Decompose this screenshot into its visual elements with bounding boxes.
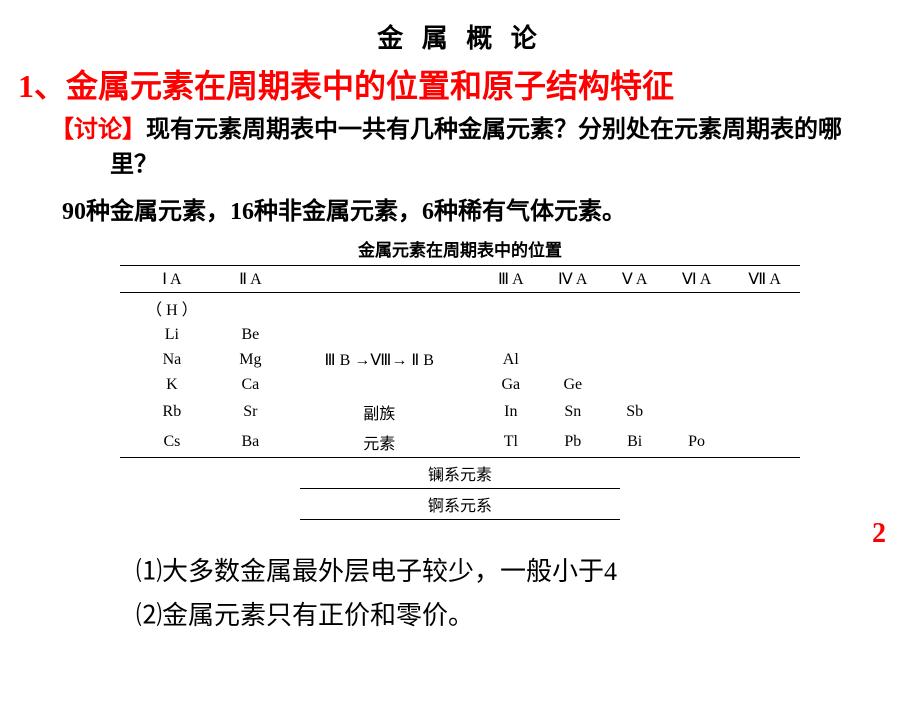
th: Ⅰ A — [120, 265, 224, 292]
table-row: Rb Sr 副族 In Sn Sb — [120, 397, 800, 427]
td: K — [120, 373, 224, 397]
td — [605, 373, 664, 397]
periodic-table-region: 金属元素在周期表中的位置 Ⅰ A Ⅱ A Ⅲ A Ⅳ A Ⅴ A Ⅵ A Ⅶ A… — [120, 236, 800, 520]
td: Tl — [481, 427, 540, 458]
td — [664, 347, 729, 373]
td — [605, 347, 664, 373]
section-heading: 1、金属元素在周期表中的位置和原子结构特征 — [18, 61, 902, 107]
td — [277, 373, 481, 397]
td: Sb — [605, 397, 664, 427]
periodic-table: Ⅰ A Ⅱ A Ⅲ A Ⅳ A Ⅴ A Ⅵ A Ⅶ A （ H ） Li Be — [120, 265, 800, 458]
td — [605, 323, 664, 347]
td: In — [481, 397, 540, 427]
answer-line: 90种金属元素，16种非金属元素，6种稀有气体元素。 — [62, 191, 870, 226]
page-title: 金 属 概 论 — [0, 18, 920, 55]
td: Be — [224, 323, 277, 347]
table-row: Li Be — [120, 323, 800, 347]
td: Bi — [605, 427, 664, 458]
td: Li — [120, 323, 224, 347]
td: Sr — [224, 397, 277, 427]
table-row: Cs Ba 元素 Tl Pb Bi Po — [120, 427, 800, 458]
td: Ga — [481, 373, 540, 397]
th: Ⅱ A — [224, 265, 277, 292]
td: 元素 — [277, 427, 481, 458]
th: Ⅳ A — [540, 265, 605, 292]
td — [729, 323, 800, 347]
discussion-label: 【讨论】 — [50, 117, 146, 143]
td: Cs — [120, 427, 224, 458]
td: （ H ） — [120, 292, 224, 323]
td — [664, 292, 729, 323]
footer-row: 镧系元素 — [300, 458, 620, 489]
td: Po — [664, 427, 729, 458]
table-row: K Ca Ga Ge — [120, 373, 800, 397]
discussion-block: 【讨论】现有元素周期表中一共有几种金属元素？分别处在元素周期表的哪里？ — [50, 113, 870, 183]
td — [729, 427, 800, 458]
td — [664, 397, 729, 427]
discussion-text: 现有元素周期表中一共有几种金属元素？分别处在元素周期表的哪里？ — [110, 117, 842, 178]
td: Sn — [540, 397, 605, 427]
table-caption: 金属元素在周期表中的位置 — [120, 236, 800, 261]
td — [664, 373, 729, 397]
th — [277, 265, 481, 292]
th: Ⅲ A — [481, 265, 540, 292]
page-number: 2 — [872, 518, 886, 550]
td: Na — [120, 347, 224, 373]
td — [481, 323, 540, 347]
td: Ⅲ B →Ⅷ→ Ⅱ B — [277, 347, 481, 373]
point-1: ⑴大多数金属最外层电子较少，一般小于4 — [136, 550, 920, 594]
th: Ⅴ A — [605, 265, 664, 292]
table-header-row: Ⅰ A Ⅱ A Ⅲ A Ⅳ A Ⅴ A Ⅵ A Ⅶ A — [120, 265, 800, 292]
footer-row: 锕系元系 — [300, 489, 620, 520]
point-2: ⑵金属元素只有正价和零价。 — [136, 594, 920, 638]
td — [277, 323, 481, 347]
td — [729, 292, 800, 323]
td: Ca — [224, 373, 277, 397]
table-footer: 镧系元素 锕系元系 — [300, 458, 620, 520]
td: 副族 — [277, 397, 481, 427]
td: Al — [481, 347, 540, 373]
td — [277, 292, 481, 323]
td — [729, 397, 800, 427]
td — [664, 323, 729, 347]
table-row: （ H ） — [120, 292, 800, 323]
td: Ba — [224, 427, 277, 458]
td: Mg — [224, 347, 277, 373]
td — [540, 323, 605, 347]
table-row: Na Mg Ⅲ B →Ⅷ→ Ⅱ B Al — [120, 347, 800, 373]
td — [224, 292, 277, 323]
td — [481, 292, 540, 323]
td: Rb — [120, 397, 224, 427]
td — [729, 373, 800, 397]
td — [540, 347, 605, 373]
td — [540, 292, 605, 323]
td: Pb — [540, 427, 605, 458]
td — [729, 347, 800, 373]
bullet-points: ⑴大多数金属最外层电子较少，一般小于4 ⑵金属元素只有正价和零价。 — [136, 550, 920, 638]
td: Ge — [540, 373, 605, 397]
td — [605, 292, 664, 323]
th: Ⅵ A — [664, 265, 729, 292]
th: Ⅶ A — [729, 265, 800, 292]
